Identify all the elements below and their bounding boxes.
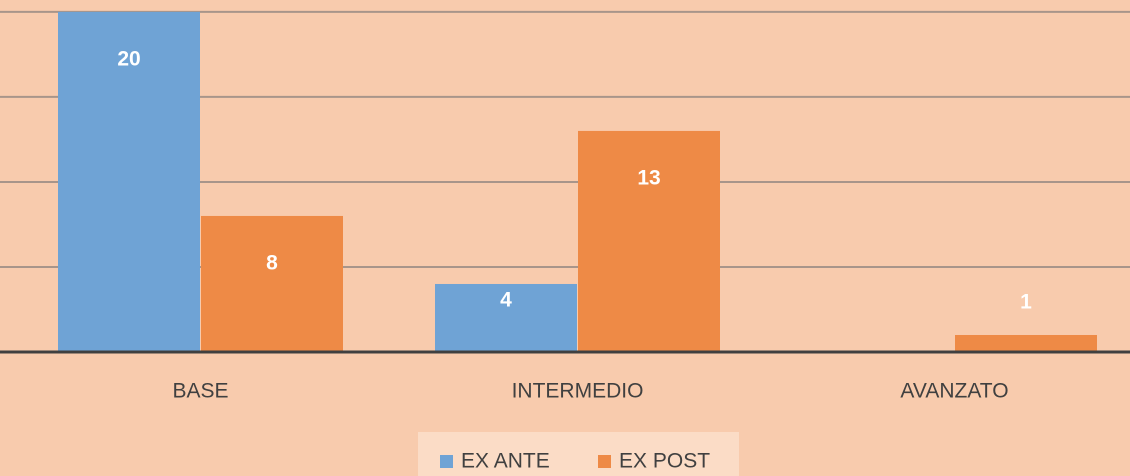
- data-label: 13: [637, 166, 660, 189]
- data-label: 20: [117, 47, 140, 70]
- x-tick-label: INTERMEDIO: [512, 380, 644, 403]
- data-label: 4: [500, 289, 512, 312]
- legend-label: EX POST: [619, 450, 710, 473]
- bar: [201, 215, 343, 352]
- legend-box: [418, 432, 739, 476]
- bar: [58, 11, 200, 352]
- legend-swatch: [598, 455, 611, 468]
- bar: [435, 283, 577, 352]
- legend-label: EX ANTE: [461, 450, 550, 473]
- data-label: 1: [1020, 291, 1032, 314]
- x-tick-label: BASE: [172, 380, 228, 403]
- bar: [578, 130, 720, 352]
- x-tick-label: AVANZATO: [900, 380, 1008, 403]
- data-label: 8: [266, 252, 278, 275]
- bar: [955, 334, 1097, 352]
- legend-swatch: [440, 455, 453, 468]
